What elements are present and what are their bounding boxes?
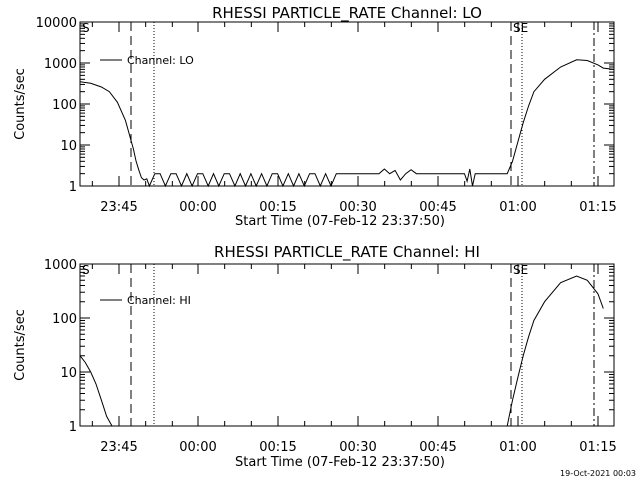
y-tick-label: 10 — [60, 366, 77, 381]
y-tick-label: 100 — [52, 312, 77, 327]
hi-channel-panel: RHESSI PARTICLE_RATE Channel: HI 1 10 100 10… — [13, 243, 617, 470]
x-tick-label: 01:15 — [579, 200, 616, 215]
x-tick-label: 00:00 — [179, 200, 216, 215]
footer-timestamp: 19-Oct-2021 00:03 — [560, 469, 636, 478]
x-tick-label: 00:45 — [419, 440, 456, 455]
x-tick-label: 01:15 — [579, 440, 616, 455]
y-axis-label: Counts/sec — [13, 309, 28, 381]
x-axis-label: Start Time (07-Feb-12 23:37:50) — [235, 455, 445, 470]
x-tick-label: 23:45 — [100, 440, 137, 455]
y-tick-label: 1 — [69, 180, 77, 195]
y-tick-label: 10000 — [36, 16, 77, 31]
plot-frame — [79, 263, 615, 427]
legend-entry: Channel: HI — [127, 294, 191, 307]
x-axis-label: Start Time (07-Feb-12 23:37:50) — [235, 214, 445, 229]
series-line — [79, 355, 113, 427]
end-marker-label: SE — [513, 263, 528, 277]
x-tick-label: 01:00 — [499, 200, 536, 215]
series-line — [79, 59, 615, 188]
end-marker-label: SE — [513, 21, 528, 35]
y-tick-label: 1 — [69, 420, 77, 435]
legend-entry: Channel: LO — [127, 54, 194, 67]
plot-frame — [79, 21, 615, 187]
x-tick-label: 00:15 — [259, 200, 296, 215]
start-marker-label: S — [82, 21, 90, 35]
x-tick-label: 23:45 — [100, 200, 137, 215]
y-tick-label: 100 — [52, 98, 77, 113]
x-tick-label: 00:30 — [339, 200, 376, 215]
start-marker-label: S — [82, 263, 90, 277]
series-line — [506, 275, 604, 427]
x-tick-label: 00:15 — [259, 440, 296, 455]
y-axis-label: Counts/sec — [13, 68, 28, 140]
lo-channel-panel: RHESSI PARTICLE_RATE Channel: LO 1 10 100 10… — [13, 4, 617, 229]
y-tick-label: 10 — [60, 139, 77, 154]
x-tick-label: 00:00 — [179, 440, 216, 455]
x-tick-label: 01:00 — [499, 440, 536, 455]
x-tick-label: 00:30 — [339, 440, 376, 455]
y-tick-label: 1000 — [44, 258, 77, 273]
y-tick-label: 1000 — [44, 57, 77, 72]
chart-title: RHESSI PARTICLE_RATE Channel: LO — [212, 4, 482, 23]
x-tick-label: 00:45 — [419, 200, 456, 215]
chart-title: RHESSI PARTICLE_RATE Channel: HI — [214, 243, 480, 262]
